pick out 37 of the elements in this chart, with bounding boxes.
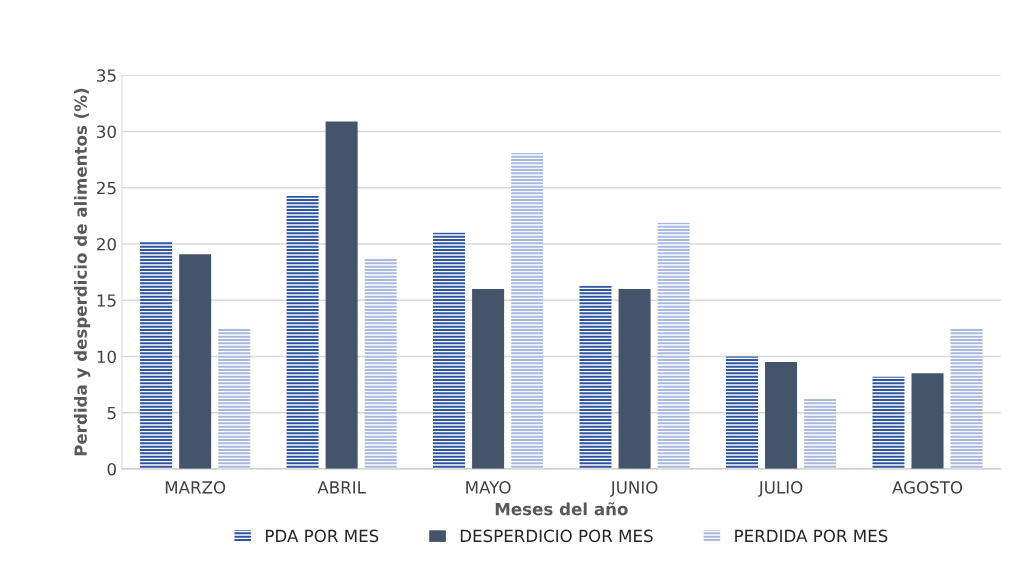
bar: [433, 232, 466, 469]
y-tick-label: 10: [97, 350, 116, 364]
bar: [179, 254, 212, 469]
bar: [804, 398, 837, 469]
y-tick-label: 35: [97, 69, 116, 82]
bar: [725, 356, 758, 469]
bar: [286, 195, 319, 469]
y-tick-label: 30: [97, 125, 116, 139]
x-tick-label: JUNIO: [609, 481, 658, 497]
legend-label: PERDIDA POR MES: [735, 529, 888, 543]
bar: [325, 121, 358, 469]
x-tick-label: ABRIL: [317, 481, 366, 494]
bar: [579, 285, 612, 469]
bar: [364, 258, 397, 469]
bar: [618, 289, 651, 469]
y-tick-label: 20: [97, 237, 116, 251]
x-tick-label: MAYO: [466, 481, 511, 494]
bar: [140, 241, 173, 469]
legend-label: PDA POR MES: [266, 529, 379, 543]
bar: [911, 373, 944, 469]
y-tick-label: 0: [107, 462, 116, 476]
x-axis-title: Meses del año: [495, 502, 628, 516]
y-axis-title: Perdida y desperdicio de alimentos (%): [74, 88, 91, 456]
bar: [511, 152, 544, 469]
y-tick-label: 25: [97, 181, 116, 195]
bar: [657, 222, 690, 469]
x-tick-label: JULIO: [757, 481, 803, 497]
bar: [472, 289, 505, 469]
bar: [765, 362, 798, 469]
x-tick-label: AGOSTO: [892, 481, 963, 494]
x-tick-label: MARZO: [165, 481, 226, 494]
legend-label: DESPERDICIO POR MES: [460, 529, 653, 543]
bar: [950, 328, 983, 469]
bar: [872, 376, 905, 469]
y-tick-label: 5: [107, 406, 116, 420]
bar: [218, 328, 251, 469]
y-tick-label: 15: [97, 294, 116, 307]
